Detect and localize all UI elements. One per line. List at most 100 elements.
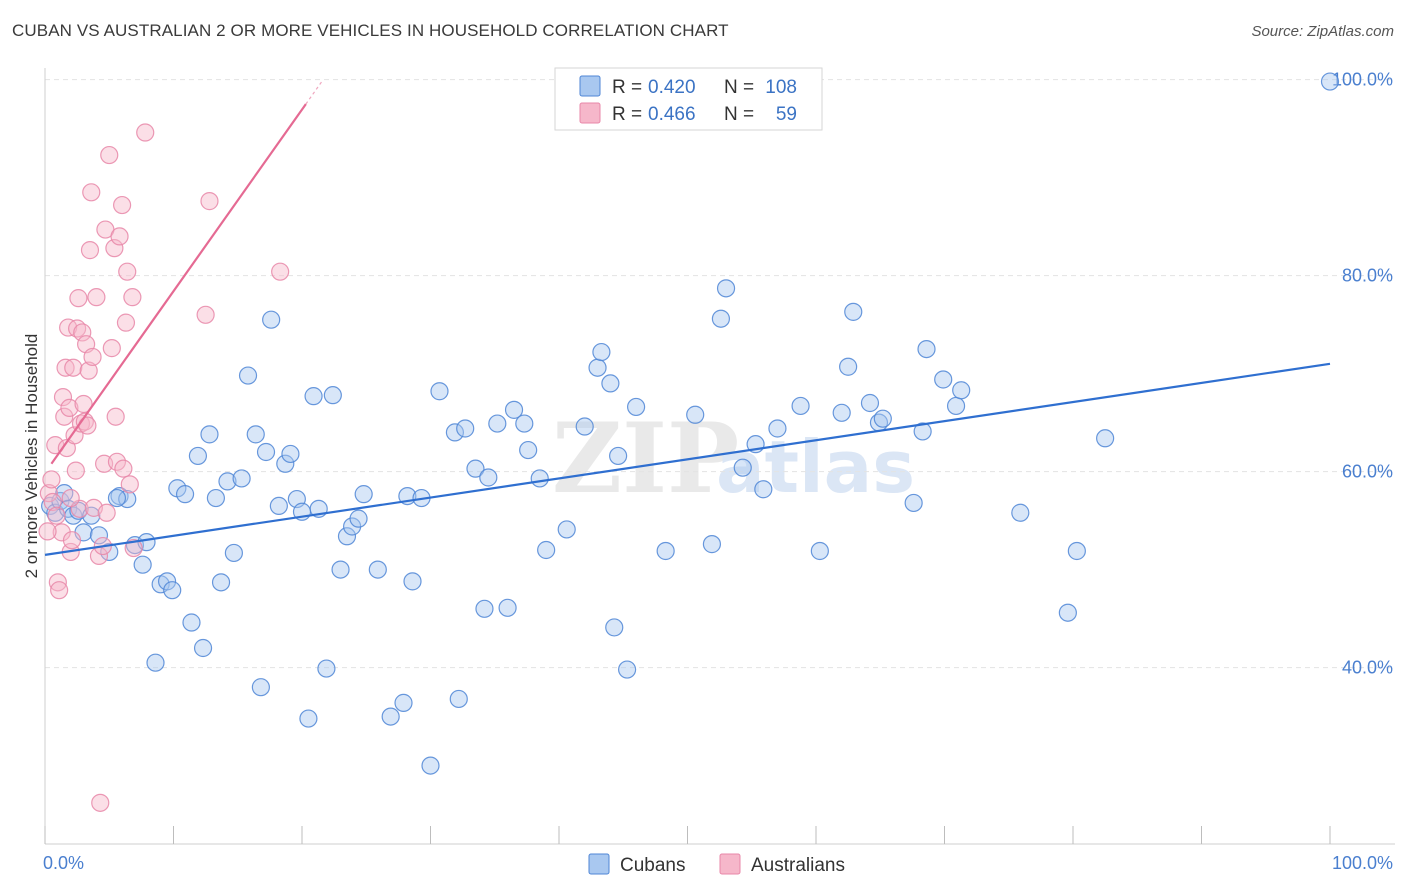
cuban-point xyxy=(256,442,276,462)
y-tick-label: 60.0% xyxy=(1342,462,1393,482)
australian-point xyxy=(62,531,82,550)
australian-point xyxy=(100,145,119,165)
cuban-point xyxy=(592,342,611,362)
australian-point xyxy=(87,288,106,307)
cuban-point xyxy=(575,417,594,436)
axes xyxy=(44,68,1395,845)
cuban-point xyxy=(716,279,736,298)
australian-point xyxy=(106,407,125,426)
cuban-point xyxy=(89,526,109,545)
cuban-point xyxy=(403,572,422,591)
cuban-point xyxy=(479,468,498,487)
legend-swatch-australians xyxy=(579,102,601,124)
cuban-point xyxy=(733,458,752,477)
australians-points xyxy=(38,123,290,812)
cuban-point xyxy=(445,423,465,442)
cuban-point xyxy=(224,543,243,563)
cuban-point xyxy=(200,425,219,444)
trend-line-cubans xyxy=(44,362,1331,556)
australian-point xyxy=(105,239,124,258)
cuban-point xyxy=(299,709,318,728)
cuban-point xyxy=(262,310,281,329)
australian-point xyxy=(79,361,98,380)
top-legend: R = 0.420 N = 108 R = 0.466 N = 59 xyxy=(554,67,823,131)
cuban-point xyxy=(430,382,449,401)
cuban-point xyxy=(276,454,295,473)
cuban-point xyxy=(832,403,851,422)
australian-point xyxy=(120,475,139,494)
chart-title: CUBAN VS AUSTRALIAN 2 OR MORE VEHICLES I… xyxy=(12,21,729,40)
legend-r-value-cubans: 0.420 xyxy=(648,77,696,98)
trend-line-australians xyxy=(50,103,307,465)
cuban-point xyxy=(354,485,373,504)
australian-point xyxy=(116,313,136,332)
cuban-point xyxy=(904,493,923,513)
cuban-point xyxy=(163,581,182,600)
cuban-point xyxy=(331,560,350,579)
cuban-point xyxy=(754,480,773,499)
australian-point xyxy=(55,407,74,426)
cuban-point xyxy=(337,527,357,546)
cuban-point xyxy=(810,541,829,561)
cuban-point xyxy=(917,340,936,359)
cuban-point xyxy=(218,472,237,491)
cuban-point xyxy=(1096,429,1115,448)
australian-point xyxy=(112,195,132,215)
bottom-legend: Cubans Australians xyxy=(588,853,845,876)
cuban-point xyxy=(498,598,517,617)
cuban-point xyxy=(157,572,177,591)
cuban-point xyxy=(394,693,413,712)
cuban-point xyxy=(188,446,208,466)
australian-point xyxy=(118,262,137,281)
x-tick-label: 0.0% xyxy=(43,853,84,873)
cuban-point xyxy=(626,397,646,417)
cuban-point xyxy=(269,496,288,515)
source-credit: Source: ZipAtlas.com xyxy=(1251,23,1394,40)
cuban-point xyxy=(618,660,637,679)
x-tick-label: 100.0% xyxy=(1332,853,1393,873)
cuban-point xyxy=(368,560,387,579)
cuban-point xyxy=(913,422,932,441)
cuban-point xyxy=(475,599,494,618)
cuban-point xyxy=(609,446,628,466)
australian-point xyxy=(80,241,100,260)
cuban-point xyxy=(421,756,440,775)
australian-point xyxy=(102,339,121,358)
cuban-point xyxy=(873,409,892,428)
cuban-point xyxy=(251,678,270,697)
y-tick-labels: 40.0% 60.0% 80.0% 100.0% xyxy=(1332,70,1393,678)
trend-line-extension xyxy=(305,80,324,105)
cuban-point xyxy=(107,488,127,508)
australian-point xyxy=(50,581,69,600)
cuban-point xyxy=(702,535,722,554)
australian-point xyxy=(39,484,58,503)
bottom-legend-label-cubans: Cubans xyxy=(620,855,686,876)
cuban-point xyxy=(601,374,620,393)
trend-lines xyxy=(44,80,1331,556)
australian-point xyxy=(61,488,80,508)
cubans-points xyxy=(41,72,1340,775)
australian-point xyxy=(91,793,110,812)
cuban-point xyxy=(1067,541,1086,561)
cuban-point xyxy=(557,520,576,539)
cuban-point xyxy=(537,540,556,560)
cuban-point xyxy=(349,509,368,528)
cuban-point xyxy=(238,366,258,385)
cuban-point xyxy=(946,396,966,416)
cuban-point xyxy=(381,707,400,726)
cuban-point xyxy=(530,469,549,488)
cuban-point xyxy=(281,444,300,464)
cuban-point xyxy=(839,357,858,376)
cuban-point xyxy=(686,405,705,424)
australian-point xyxy=(73,323,92,342)
cuban-point xyxy=(449,689,468,709)
cuban-point xyxy=(656,541,675,561)
bottom-legend-swatch-cubans xyxy=(588,853,610,875)
australian-point xyxy=(69,289,88,308)
cuban-point xyxy=(317,659,336,678)
australian-point xyxy=(123,288,142,307)
legend-swatch-cubans xyxy=(579,75,601,97)
australian-point xyxy=(110,227,129,246)
australian-point xyxy=(47,506,66,525)
cuban-point xyxy=(952,381,971,400)
